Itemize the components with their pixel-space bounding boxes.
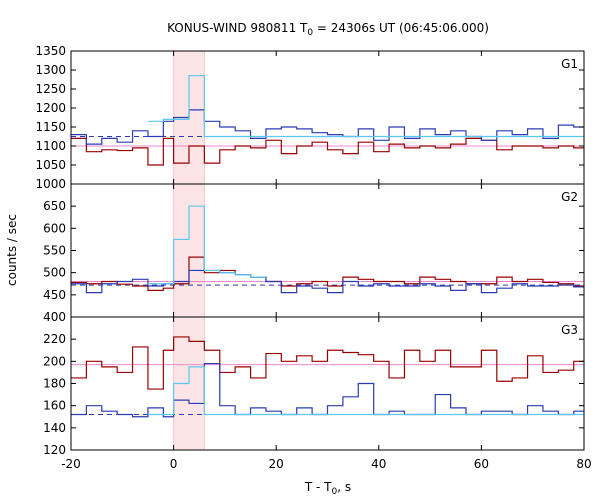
panel-plot-area — [71, 336, 584, 418]
chart-title-rest: = 24306s UT (06:45:06.000) — [313, 21, 489, 35]
x-tick-label: 40 — [371, 457, 386, 471]
y-tick-label: 450 — [43, 288, 66, 302]
chart-title-subscript: 0 — [307, 28, 313, 38]
panels-layer: 10001050110011501200125013001350G1400450… — [35, 44, 591, 471]
y-tick-label: 650 — [43, 199, 66, 213]
panel-label: G2 — [561, 190, 578, 204]
y-axis-label: counts / sec — [5, 214, 19, 286]
x-axis-label-main: T - T — [304, 480, 332, 494]
y-tick-label: 220 — [43, 332, 66, 346]
panel-label: G1 — [561, 57, 578, 71]
x-tick-label: 60 — [474, 457, 489, 471]
y-tick-label: 550 — [43, 244, 66, 258]
series-line-light_blue — [147, 75, 584, 138]
x-tick-label: 80 — [576, 457, 591, 471]
x-tick-label: 20 — [269, 457, 284, 471]
panel-plot-area — [71, 75, 584, 166]
series-line-blue — [71, 109, 584, 145]
panel-label: G3 — [561, 323, 578, 337]
series-line-blue — [71, 269, 584, 294]
y-tick-label: 200 — [43, 354, 66, 368]
y-tick-label: 1150 — [35, 120, 66, 134]
y-tick-label: 160 — [43, 399, 66, 413]
y-tick-label: 1200 — [35, 101, 66, 115]
x-tick-label: -20 — [61, 457, 81, 471]
series-line-dark_red — [71, 256, 584, 291]
y-tick-label: 120 — [43, 443, 66, 457]
y-tick-label: 1300 — [35, 63, 66, 77]
panel-g1: 1000 1050 1100 1150 1200 1250 1300 1350 G1 — [35, 44, 585, 191]
panel-frame — [70, 183, 585, 318]
chart-title-main: KONUS-WIND 980811 T — [167, 21, 308, 35]
panel-g3: 120 140 160 180 200 220 G3 — [43, 316, 585, 457]
y-tick-label: 1250 — [35, 82, 66, 96]
y-tick-label: 1050 — [35, 158, 66, 172]
y-tick-label: 180 — [43, 377, 66, 391]
y-tick-label: 1100 — [35, 139, 66, 153]
y-tick-label: 600 — [43, 221, 66, 235]
panel-plot-area — [71, 205, 584, 294]
series-line-dark_red — [71, 336, 584, 390]
series-line-light_blue — [147, 366, 584, 416]
y-tick-label: 1000 — [35, 177, 66, 191]
y-tick-label: 400 — [43, 310, 66, 324]
y-tick-label: 500 — [43, 266, 66, 280]
panel-g2: 400 450 500 550 600 650 G2 — [43, 183, 585, 324]
y-tick-label: 1350 — [35, 44, 66, 58]
chart-title: KONUS-WIND 980811 T0 = 24306s UT (06:45:… — [167, 21, 489, 38]
x-axis-label-rest: , s — [337, 480, 351, 494]
x-axis-label-subscript: 0 — [332, 487, 338, 497]
x-axis-label: T - T0, s — [304, 480, 351, 497]
series-line-light_blue — [147, 205, 266, 285]
burst-interval-band — [173, 184, 205, 317]
series-line-dark_red — [71, 137, 584, 166]
y-tick-label: 140 — [43, 421, 66, 435]
x-tick-label: 0 — [170, 457, 178, 471]
